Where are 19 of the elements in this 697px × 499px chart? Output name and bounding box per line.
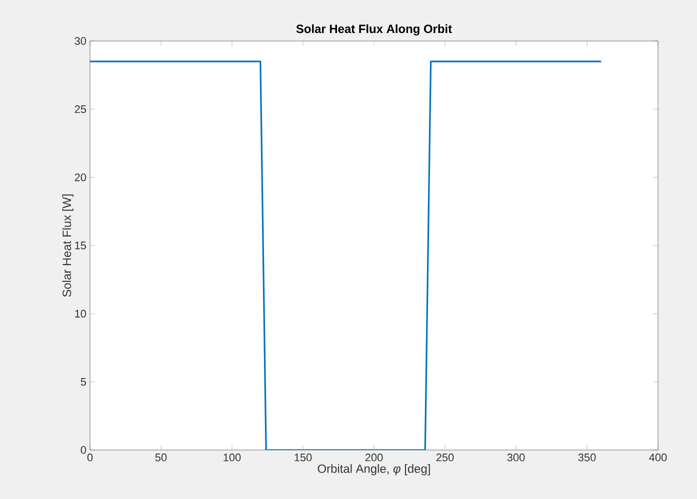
x-tick-label: 400 xyxy=(649,454,667,462)
x-tick-label: 0 xyxy=(87,454,93,462)
y-tick-label: 0 xyxy=(80,446,86,454)
x-tick-label: 350 xyxy=(578,454,596,462)
x-tick-label: 50 xyxy=(155,454,167,462)
y-axis-title: Solar Heat Flux [W] xyxy=(62,194,74,297)
y-tick-label: 15 xyxy=(75,242,86,250)
x-tick-label: 200 xyxy=(365,454,383,462)
x-tick-label: 250 xyxy=(436,454,454,462)
y-tick-label: 20 xyxy=(74,173,86,182)
y-tick-label: 30 xyxy=(74,37,86,45)
chart-title: Solar Heat Flux Along Orbit xyxy=(296,24,452,36)
y-tick-label: 25 xyxy=(74,105,86,114)
y-tick-label: 10 xyxy=(75,310,86,318)
x-tick-label: 300 xyxy=(507,454,525,462)
x-tick-label: 150 xyxy=(294,454,312,462)
x-tick-label: 100 xyxy=(224,454,241,462)
x-axis-title: Orbital Angle, φ [deg] xyxy=(318,464,430,476)
y-tick-label: 5 xyxy=(80,378,86,386)
